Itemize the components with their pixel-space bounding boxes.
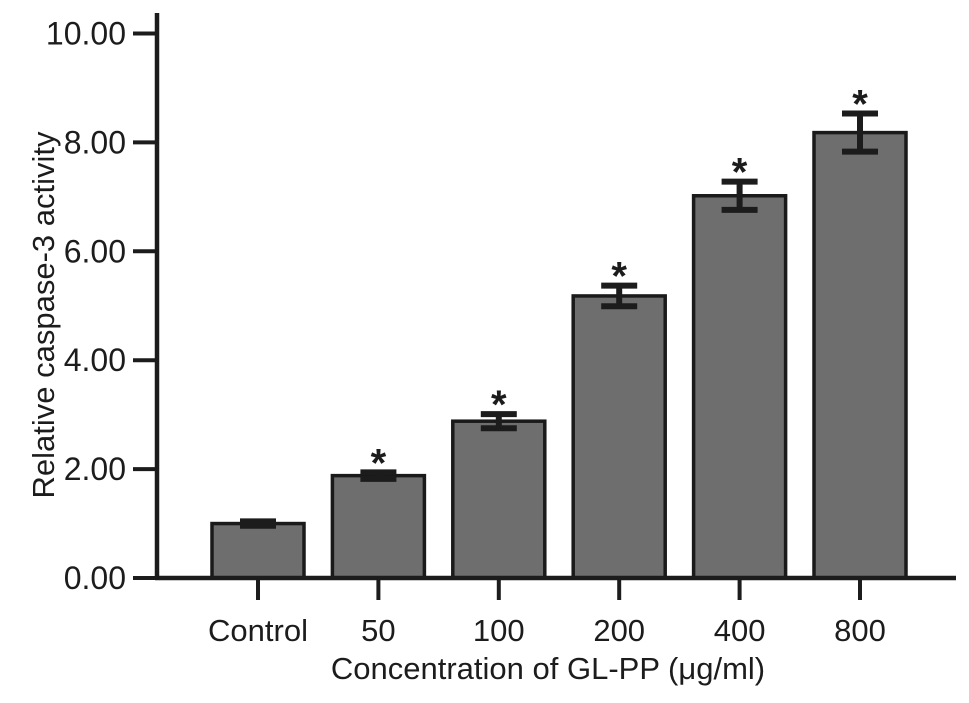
y-tick-label: 8.00 xyxy=(64,124,126,160)
bar-800 xyxy=(812,130,908,580)
bar-50 xyxy=(330,473,427,580)
x-tick-label: 100 xyxy=(473,613,525,648)
x-tick-label: 50 xyxy=(361,613,395,648)
significance-asterisk: * xyxy=(371,441,387,485)
bar-control xyxy=(210,521,306,580)
significance-asterisk: * xyxy=(611,255,627,299)
y-tick-label: 2.00 xyxy=(64,451,126,487)
bar-200 xyxy=(571,294,667,580)
bar-100 xyxy=(451,419,547,580)
y-tick-label: 0.00 xyxy=(64,560,126,596)
x-axis-title: Concentration of GL-PP (μg/ml) xyxy=(330,651,766,686)
x-tick-label: Control xyxy=(208,613,308,648)
y-tick-label: 4.00 xyxy=(64,342,126,378)
y-axis-title: Relative caspase-3 activity xyxy=(26,131,61,499)
significance-asterisk: * xyxy=(852,83,868,127)
x-tick-label: 400 xyxy=(714,613,766,648)
x-tick-label: 800 xyxy=(834,613,886,648)
x-tick-label: 200 xyxy=(593,613,645,648)
significance-asterisk: * xyxy=(732,151,748,195)
bar-400 xyxy=(691,194,788,580)
y-tick-label: 10.00 xyxy=(46,16,126,52)
y-tick-label: 6.00 xyxy=(64,233,126,269)
significance-asterisk: * xyxy=(491,383,507,427)
